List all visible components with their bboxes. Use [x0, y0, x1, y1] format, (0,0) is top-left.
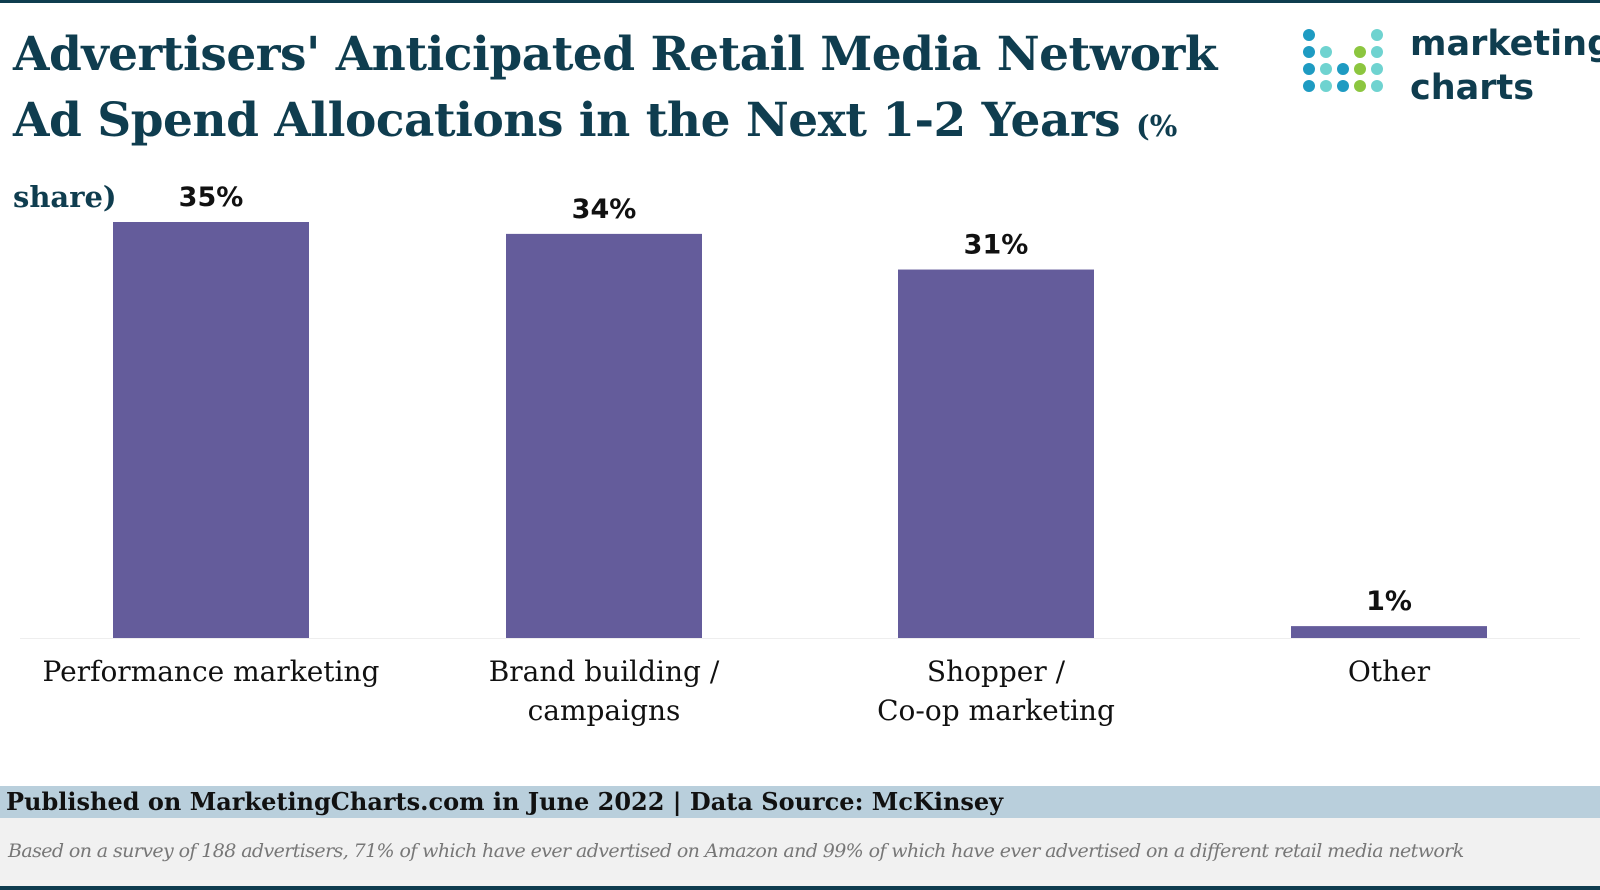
logo-dot — [1354, 46, 1366, 58]
category-label: Shopper / — [927, 655, 1066, 688]
bottom-rule — [0, 886, 1600, 890]
logo-line-1: marketing — [1410, 24, 1600, 64]
logo-line-2: charts — [1410, 68, 1535, 108]
chart-title: Advertisers' Anticipated Retail Media Ne… — [13, 22, 1253, 230]
footer-note-band: Based on a survey of 188 advertisers, 71… — [0, 818, 1600, 886]
category-label: Performance marketing — [43, 655, 380, 688]
category-label: campaigns — [528, 694, 681, 727]
logo-dot — [1320, 63, 1332, 75]
dot-grid-logo-icon — [1303, 29, 1383, 92]
logo-dot — [1354, 80, 1366, 92]
footer-publication: Published on MarketingCharts.com in June… — [6, 787, 1004, 816]
logo-dot — [1371, 63, 1383, 75]
category-label: Other — [1348, 655, 1431, 688]
category-label: Co-op marketing — [877, 694, 1115, 727]
title-line-2-text: Ad Spend Allocations in the Next 1-2 Yea… — [13, 93, 1121, 148]
bar — [113, 222, 309, 638]
logo-dot — [1371, 80, 1383, 92]
logo-dot — [1320, 46, 1332, 58]
bar — [1291, 626, 1487, 638]
logo-dot — [1303, 80, 1315, 92]
logo-dot — [1337, 63, 1349, 75]
logo-dot — [1320, 80, 1332, 92]
logo-dot — [1303, 46, 1315, 58]
data-label: 35% — [179, 182, 244, 213]
logo-dot — [1371, 46, 1383, 58]
logo-dot — [1337, 80, 1349, 92]
title-line-2: Ad Spend Allocations in the Next 1-2 Yea… — [13, 88, 1253, 230]
logo-wordmark: marketing charts — [1410, 22, 1600, 110]
data-label: 31% — [964, 230, 1029, 261]
bar — [506, 233, 702, 638]
footer-publication-band: Published on MarketingCharts.com in June… — [0, 786, 1600, 818]
logo-dot — [1303, 63, 1315, 75]
logo-dot — [1371, 29, 1383, 41]
logo-dot — [1303, 29, 1315, 41]
bar-chart-svg: 35% Performance marketing 34% Brand buildin… — [20, 182, 1580, 727]
bar — [898, 269, 1094, 638]
footer-survey-note: Based on a survey of 188 advertisers, 71… — [8, 840, 1464, 862]
data-label: 1% — [1366, 586, 1412, 617]
category-label: Brand building / — [489, 655, 720, 688]
title-line-1: Advertisers' Anticipated Retail Media Ne… — [13, 27, 1217, 82]
top-rule — [0, 0, 1600, 3]
bar-chart: 35% Performance marketing 34% Brand buildin… — [0, 150, 1600, 750]
data-label: 34% — [572, 194, 637, 225]
logo-dot — [1354, 63, 1366, 75]
marketingcharts-logo: marketing charts — [1302, 22, 1600, 108]
title-unit: (% share) — [13, 109, 1178, 214]
